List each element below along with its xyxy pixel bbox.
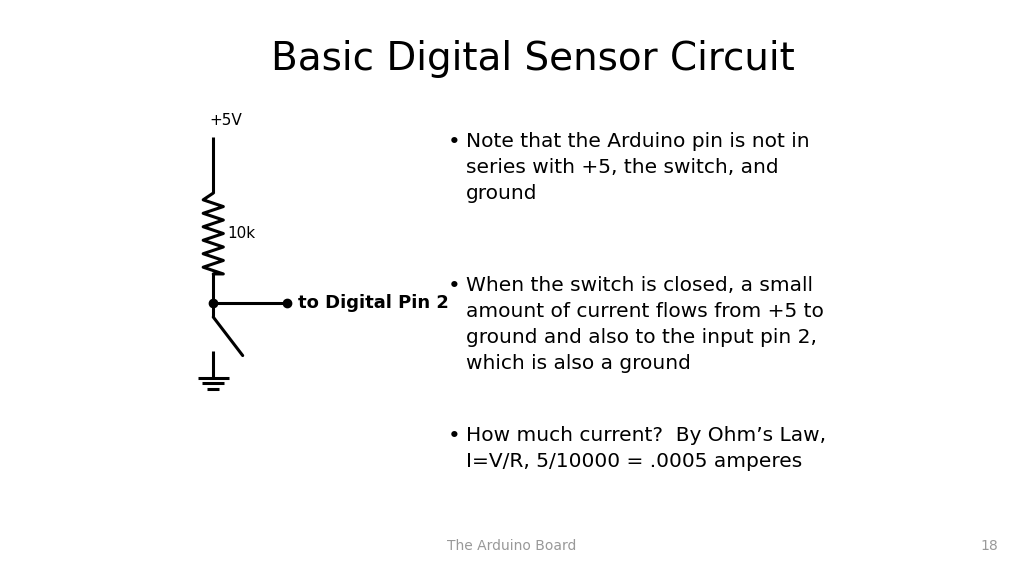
Text: Note that the Arduino pin is not in
series with +5, the switch, and
ground: Note that the Arduino pin is not in seri… [466, 132, 810, 203]
Text: Basic Digital Sensor Circuit: Basic Digital Sensor Circuit [270, 40, 795, 78]
Text: How much current?  By Ohm’s Law,
I=V/R, 5/10000 = .0005 amperes: How much current? By Ohm’s Law, I=V/R, 5… [466, 426, 826, 471]
Text: 10k: 10k [227, 226, 255, 241]
Text: •: • [447, 426, 460, 446]
Text: The Arduino Board: The Arduino Board [447, 539, 577, 553]
Text: •: • [447, 132, 460, 153]
Text: 18: 18 [981, 539, 998, 553]
Text: to Digital Pin 2: to Digital Pin 2 [298, 294, 449, 312]
Text: •: • [447, 276, 460, 297]
Text: +5V: +5V [209, 113, 242, 128]
Text: When the switch is closed, a small
amount of current flows from +5 to
ground and: When the switch is closed, a small amoun… [466, 276, 823, 373]
